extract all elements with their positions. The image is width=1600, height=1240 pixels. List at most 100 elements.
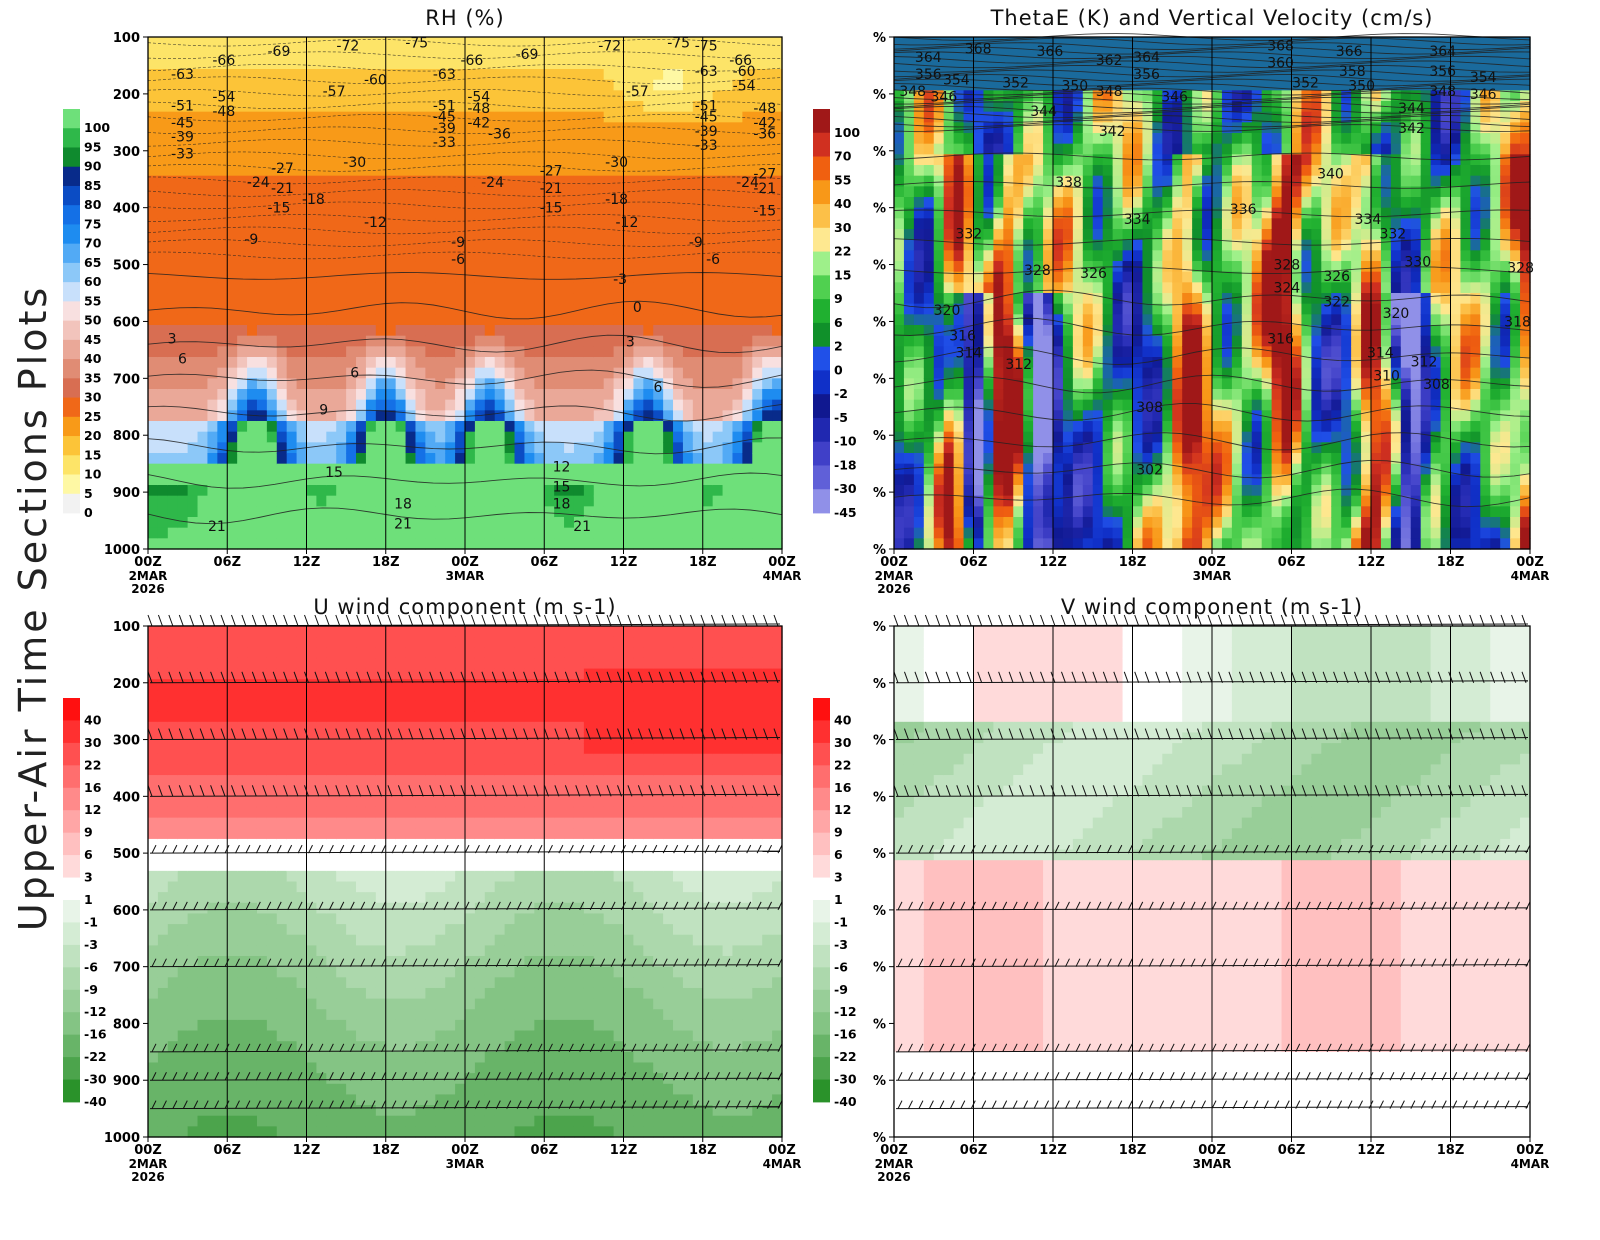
heat-cell-rh [524,133,535,144]
heat-cell-rh [277,368,288,379]
heat-cell-rh [287,464,298,475]
contour-label-rh: 18 [394,496,412,512]
heat-cell-rh [584,314,595,325]
heat-cell-rh [673,421,684,432]
heat-cell-rh [287,144,298,155]
heat-cell-thetae [983,453,994,464]
heat-cell-thetae [1182,208,1193,219]
heat-cell-rh [495,58,506,69]
heat-cell-thetae [904,410,915,421]
heat-cell-rh [544,432,555,443]
heat-cell-rh [693,293,704,304]
heat-cell-rh [643,208,654,219]
heat-cell-thetae [1212,229,1223,240]
heat-cell-rh [415,154,426,165]
heat-cell-rh [415,410,426,421]
heat-cell-rh [524,410,535,421]
heat-cell-rh [217,538,228,549]
heat-cell-thetae [944,133,955,144]
heat-cell-rh [515,368,526,379]
heat-cell-rh [415,208,426,219]
heat-cell-rh [713,496,724,507]
heat-cell-thetae [1192,37,1203,48]
heat-cell-rh [336,378,347,389]
heat-cell-rh [614,538,625,549]
heat-cell-rh [574,154,585,165]
heat-cell-rh [614,474,625,485]
heat-cell-rh [277,336,288,347]
contour-label-rh: -21 [753,181,776,197]
heat-cell-rh [742,133,753,144]
heat-cell-rh [207,69,218,80]
heat-cell-thetae [1133,517,1144,528]
heat-cell-rh [227,208,238,219]
heat-cell-thetae [904,250,915,261]
heat-cell-rh [594,517,605,528]
heat-cell-rh [584,250,595,261]
heat-cell-rh [316,101,327,112]
heat-cell-rh [316,314,327,325]
heat-cell-rh [237,400,248,411]
heat-cell-rh [673,389,684,400]
heat-cell-rh [307,176,318,187]
heat-cell-rh [316,250,327,261]
heat-cell-thetae [964,453,975,464]
contour-label-rh: -24 [247,175,270,191]
heat-cell-rh [524,538,535,549]
heat-cell-rh [168,272,179,283]
heat-cell-rh [227,378,238,389]
heat-cell-rh [524,69,535,80]
heat-cell-thetae [1093,69,1104,80]
heat-cell-rh [307,528,318,539]
heat-cell-rh [307,154,318,165]
heat-cell-thetae [1172,197,1183,208]
heat-cell-rh [326,133,337,144]
heat-cell-rh [475,69,486,80]
heat-cell-thetae [1043,389,1054,400]
heat-cell-rh [307,389,318,400]
heat-cell-thetae [944,464,955,475]
heat-cell-thetae [1202,282,1213,293]
heat-cell-rh [663,154,674,165]
heat-cell-rh [217,282,228,293]
heat-cell-thetae [934,336,945,347]
heat-cell-rh [267,336,278,347]
heat-cell-thetae [1192,282,1203,293]
heat-cell-rh [604,378,615,389]
heat-cell-rh [247,58,258,69]
colorbar-label-rh: 60 [84,274,102,289]
heat-cell-rh [406,282,417,293]
heat-cell-rh [435,261,446,272]
heat-cell-rh [257,80,268,91]
heat-cell-rh [435,538,446,549]
heat-cell-rh [772,410,783,421]
heat-cell-rh [762,410,773,421]
heat-cell-rh [247,357,258,368]
heat-cell-rh [713,282,724,293]
colorbar-label-rh: 0 [84,505,93,520]
heat-cell-rh [346,496,357,507]
heat-cell-thetae [1142,346,1153,357]
heat-cell-rh [455,122,466,133]
heat-cell-rh [554,144,565,155]
heat-cell-thetae [1043,368,1054,379]
heat-cell-rh [515,432,526,443]
heat-cell-thetae [1053,208,1064,219]
heat-cell-rh [227,496,238,507]
heat-cell-rh [247,432,258,443]
heat-cell-rh [217,389,228,400]
heat-cell-rh [227,218,238,229]
x-tick-label-rh: 12Z [610,555,638,570]
heat-cell-rh [723,176,734,187]
heat-cell-thetae [964,144,975,155]
heat-cell-rh [168,538,179,549]
contour-label-rh: 12 [553,460,571,476]
contour-label-rh: -66 [460,53,483,69]
heat-cell-rh [554,112,565,123]
heat-cell-rh [415,218,426,229]
heat-cell-rh [168,453,179,464]
heat-cell-rh [198,325,209,336]
heat-cell-rh [643,485,654,496]
heat-cell-rh [287,389,298,400]
heat-cell-thetae [1222,229,1233,240]
